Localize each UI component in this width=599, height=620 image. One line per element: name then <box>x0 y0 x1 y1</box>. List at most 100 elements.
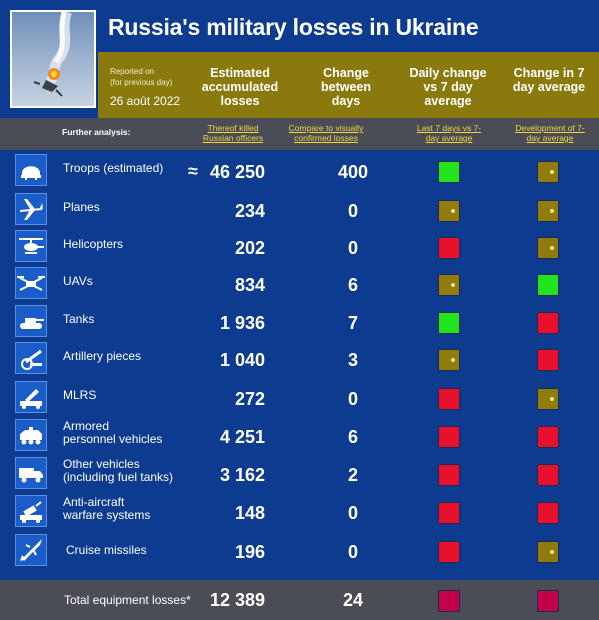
total-change: 24 <box>342 590 364 610</box>
table-row: Artillery pieces 1 040 3 <box>0 340 599 378</box>
daily-change-indicator <box>438 541 460 563</box>
header-photo <box>10 10 96 108</box>
seven-day-indicator <box>537 312 559 334</box>
col-estimated-header: Estimated accumulated losses <box>201 66 279 108</box>
helmet-icon <box>15 154 47 186</box>
row-label: MLRS <box>63 388 97 402</box>
row-value: 202 <box>234 238 265 258</box>
row-value: 1 040 <box>219 350 265 370</box>
missile-icon <box>15 534 47 566</box>
reported-on-text: Reported on <box>110 67 155 76</box>
seven-day-indicator <box>537 161 559 183</box>
row-label-line2: warfare systems <box>63 508 151 522</box>
row-change: 2 <box>347 465 358 485</box>
row-change: 3 <box>347 350 358 370</box>
table-row: Anti-aircraft warfare systems 148 0 <box>0 493 599 531</box>
seven-day-indicator <box>537 426 559 448</box>
seven-day-indicator <box>537 200 559 222</box>
row-value: 46 250 <box>209 162 265 182</box>
seven-day-indicator <box>537 464 559 486</box>
indicator-dot-icon <box>451 283 455 287</box>
approx-symbol: ≈ <box>188 161 198 181</box>
tank-icon <box>15 305 47 337</box>
seven-day-indicator <box>537 502 559 524</box>
row-label-line1: Other vehicles <box>63 457 140 471</box>
report-date: 26 août 2022 <box>110 94 181 108</box>
further-analysis-label: Further analysis: <box>62 127 131 137</box>
daily-change-indicator <box>438 388 460 410</box>
row-change: 7 <box>347 313 358 333</box>
row-change: 0 <box>347 389 358 409</box>
row-label: Troops (estimated) <box>63 161 164 175</box>
indicator-dot-icon <box>550 170 554 174</box>
daily-change-indicator <box>438 274 460 296</box>
indicator-dot-icon <box>550 550 554 554</box>
column-header-band: Reported on (for previous day) 26 août 2… <box>98 52 599 118</box>
row-label: Tanks <box>63 312 95 326</box>
indicator-dot-icon <box>451 209 455 213</box>
indicator-dot-icon <box>550 246 554 250</box>
development-7day-link[interactable]: Development of 7-day average <box>515 123 585 143</box>
daily-change-indicator <box>438 200 460 222</box>
row-change: 0 <box>347 542 358 562</box>
table-row: Armored personnel vehicles 4 251 6 <box>0 417 599 455</box>
daily-change-indicator <box>438 349 460 371</box>
officers-link[interactable]: Thereof killed Russian officers <box>202 123 264 143</box>
table-row: Other vehicles (including fuel tanks) 3 16… <box>0 455 599 493</box>
row-label: Armored personnel vehicles <box>63 420 162 446</box>
total-label: Total equipment losses* <box>64 593 191 607</box>
drone-icon <box>15 267 47 299</box>
col-daily-header: Daily change vs 7 day average <box>409 66 487 108</box>
last-7-days-link[interactable]: Last 7 days vs 7-day average <box>416 123 482 143</box>
row-change: 400 <box>337 162 369 182</box>
rocket-launcher-icon <box>15 381 47 413</box>
table-row: UAVs 834 6 <box>0 265 599 303</box>
daily-change-indicator <box>438 464 460 486</box>
col-7day-header: Change in 7 day average <box>512 66 586 94</box>
total-daily-indicator <box>438 590 460 612</box>
further-analysis-bar: Further analysis: Thereof killed Russian… <box>0 118 599 150</box>
indicator-dot-icon <box>550 397 554 401</box>
table-row: Cruise missiles 196 0 <box>0 532 599 570</box>
row-label: Artillery pieces <box>63 349 142 363</box>
helicopter-icon <box>15 230 47 262</box>
row-label: Helicopters <box>63 237 124 251</box>
total-row: Total equipment losses* 12 389 24 <box>0 580 599 620</box>
table-row: Tanks 1 936 7 <box>0 303 599 341</box>
row-value: 4 251 <box>219 427 265 447</box>
row-value: 272 <box>234 389 265 409</box>
row-label: Other vehicles (including fuel tanks) <box>63 458 173 484</box>
row-label: Anti-aircraft warfare systems <box>63 496 150 522</box>
indicator-dot-icon <box>451 358 455 362</box>
compare-confirmed-link[interactable]: Compare to visually confirmed losses <box>288 123 364 143</box>
daily-change-indicator <box>438 237 460 259</box>
falling-aircraft-image <box>33 12 72 97</box>
row-label: Cruise missiles <box>66 543 147 557</box>
table-row: Helicopters 202 0 <box>0 228 599 266</box>
table-row: Troops (estimated) ≈46 250 400 <box>0 152 599 190</box>
total-value: 12 389 <box>209 590 265 610</box>
row-change: 0 <box>347 201 358 221</box>
row-value: 196 <box>234 542 265 562</box>
row-label: Planes <box>63 200 100 214</box>
row-label-line1: Anti-aircraft <box>63 495 125 509</box>
seven-day-indicator <box>537 349 559 371</box>
seven-day-indicator <box>537 237 559 259</box>
col-change-header: Change between days <box>320 66 371 108</box>
seven-day-indicator <box>537 541 559 563</box>
daily-change-indicator <box>438 312 460 334</box>
table-row: MLRS 272 0 <box>0 379 599 417</box>
apc-icon <box>15 419 47 451</box>
row-value: 834 <box>234 275 265 295</box>
table-row: Planes 234 0 <box>0 191 599 229</box>
daily-change-indicator <box>438 161 460 183</box>
seven-day-indicator <box>537 274 559 296</box>
row-value: 234 <box>234 201 265 221</box>
row-change: 6 <box>347 427 358 447</box>
daily-change-indicator <box>438 426 460 448</box>
row-label-line2: (including fuel tanks) <box>63 470 174 484</box>
total-7day-indicator <box>537 590 559 612</box>
row-value: 148 <box>234 503 265 523</box>
reported-label: Reported on (for previous day) <box>110 66 172 88</box>
row-value: 3 162 <box>219 465 265 485</box>
